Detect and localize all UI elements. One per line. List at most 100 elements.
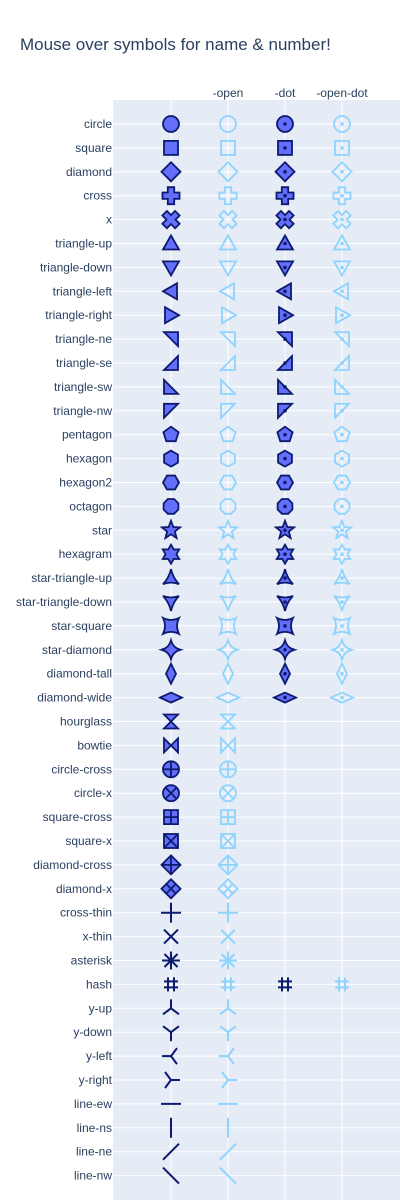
marker-star-square-open-dot[interactable] — [331, 615, 353, 636]
marker-y-up-open[interactable] — [219, 999, 237, 1016]
marker-x-thin-open[interactable] — [220, 928, 236, 945]
marker-star-diamond-filled[interactable] — [158, 636, 184, 663]
marker-diamond-dot[interactable] — [274, 161, 296, 183]
marker-hexagram-open[interactable] — [218, 542, 238, 566]
marker-diamond-cross-filled[interactable] — [160, 854, 182, 876]
marker-triangle-down-open-dot[interactable] — [332, 260, 352, 278]
marker-octagon-open[interactable] — [219, 498, 237, 515]
marker-triangle-right-open[interactable] — [221, 305, 238, 325]
marker-x-dot[interactable] — [275, 209, 295, 230]
marker-star-triangle-down-dot[interactable] — [276, 595, 294, 612]
marker-y-right-filled[interactable] — [164, 1071, 180, 1089]
marker-star-triangle-up-filled[interactable] — [162, 568, 180, 585]
marker-hexagon-open-dot[interactable] — [334, 449, 350, 468]
marker-hexagon2-filled[interactable] — [161, 474, 181, 491]
marker-y-right-open[interactable] — [221, 1071, 237, 1089]
marker-triangle-left-dot[interactable] — [275, 281, 292, 301]
marker-triangle-down-dot[interactable] — [275, 260, 295, 278]
marker-cross-dot[interactable] — [275, 186, 295, 206]
marker-circle-dot[interactable] — [276, 115, 294, 133]
marker-cross-thin-open[interactable] — [218, 902, 238, 923]
marker-diamond-x-filled[interactable] — [160, 878, 182, 900]
marker-circle-open-dot[interactable] — [333, 115, 351, 133]
marker-star-triangle-down-open[interactable] — [219, 595, 237, 612]
marker-triangle-nw-open[interactable] — [220, 402, 238, 420]
marker-line-ne-filled[interactable] — [162, 1142, 180, 1161]
marker-square-dot[interactable] — [277, 139, 293, 156]
marker-square-cross-open[interactable] — [220, 809, 236, 825]
marker-y-down-filled[interactable] — [162, 1025, 180, 1042]
marker-triangle-right-filled[interactable] — [164, 305, 181, 325]
marker-triangle-right-dot[interactable] — [278, 305, 295, 325]
marker-octagon-filled[interactable] — [162, 498, 180, 515]
marker-cross-open-dot[interactable] — [332, 186, 352, 206]
marker-hexagon-dot[interactable] — [277, 449, 293, 468]
marker-square-x-filled[interactable] — [163, 833, 179, 849]
marker-triangle-sw-filled[interactable] — [163, 377, 181, 395]
marker-square-cross-filled[interactable] — [163, 809, 179, 825]
marker-triangle-ne-open-dot[interactable] — [332, 331, 350, 349]
marker-diamond-open[interactable] — [217, 161, 239, 183]
marker-triangle-sw-dot[interactable] — [277, 377, 295, 395]
marker-cross-open[interactable] — [218, 186, 238, 206]
marker-triangle-left-filled[interactable] — [161, 281, 178, 301]
marker-asterisk-filled[interactable] — [162, 951, 180, 970]
marker-diamond-cross-open[interactable] — [217, 854, 239, 876]
marker-diamond-wide-filled[interactable] — [157, 691, 185, 704]
marker-triangle-down-filled[interactable] — [161, 260, 181, 278]
marker-diamond-wide-open[interactable] — [214, 691, 242, 704]
marker-diamond-x-open[interactable] — [217, 878, 239, 900]
marker-triangle-se-open-dot[interactable] — [332, 353, 350, 371]
marker-triangle-up-dot[interactable] — [275, 233, 295, 251]
marker-triangle-right-open-dot[interactable] — [335, 305, 352, 325]
marker-star-open[interactable] — [216, 518, 240, 541]
marker-star-triangle-up-dot[interactable] — [276, 568, 294, 585]
marker-hash-filled[interactable] — [164, 977, 178, 992]
marker-star-triangle-down-filled[interactable] — [162, 595, 180, 612]
marker-star-square-open[interactable] — [217, 615, 239, 636]
marker-square-open-dot[interactable] — [334, 139, 350, 156]
marker-diamond-tall-open[interactable] — [221, 661, 235, 686]
marker-bowtie-open[interactable] — [220, 736, 236, 755]
marker-pentagon-open[interactable] — [219, 425, 237, 443]
marker-diamond-tall-filled[interactable] — [164, 661, 178, 686]
marker-hash-open[interactable] — [221, 977, 235, 992]
marker-hexagram-dot[interactable] — [275, 542, 295, 566]
marker-triangle-left-open-dot[interactable] — [332, 281, 349, 301]
marker-x-thin-filled[interactable] — [163, 928, 179, 945]
marker-triangle-nw-dot[interactable] — [277, 402, 295, 420]
marker-octagon-open-dot[interactable] — [333, 498, 351, 515]
marker-diamond-tall-dot[interactable] — [278, 661, 292, 686]
marker-bowtie-filled[interactable] — [163, 736, 179, 755]
marker-hexagon2-open[interactable] — [218, 474, 238, 491]
marker-y-left-open[interactable] — [219, 1047, 235, 1065]
marker-triangle-down-open[interactable] — [218, 260, 238, 278]
marker-hourglass-open[interactable] — [218, 713, 238, 730]
marker-hexagram-filled[interactable] — [161, 542, 181, 566]
marker-x-open-dot[interactable] — [332, 209, 352, 230]
marker-y-up-filled[interactable] — [162, 999, 180, 1016]
marker-triangle-nw-open-dot[interactable] — [334, 402, 352, 420]
marker-x-open[interactable] — [218, 209, 238, 230]
marker-triangle-left-open[interactable] — [218, 281, 235, 301]
marker-circle-cross-open[interactable] — [219, 760, 237, 779]
marker-hexagon2-dot[interactable] — [275, 474, 295, 491]
marker-triangle-sw-open-dot[interactable] — [334, 377, 352, 395]
marker-hash-open-dot[interactable] — [335, 977, 349, 992]
marker-hourglass-filled[interactable] — [161, 713, 181, 730]
marker-square-x-open[interactable] — [220, 833, 236, 849]
marker-line-ne-open[interactable] — [219, 1142, 237, 1161]
marker-star-diamond-dot[interactable] — [272, 636, 298, 663]
marker-pentagon-dot[interactable] — [276, 425, 294, 443]
marker-star-square-dot[interactable] — [274, 615, 296, 636]
marker-asterisk-open[interactable] — [219, 951, 237, 970]
marker-hexagon2-open-dot[interactable] — [332, 474, 352, 491]
marker-triangle-up-open-dot[interactable] — [332, 233, 352, 251]
marker-triangle-se-dot[interactable] — [275, 353, 293, 371]
marker-triangle-se-open[interactable] — [218, 353, 236, 371]
marker-hexagon-filled[interactable] — [163, 449, 179, 468]
marker-diamond-open-dot[interactable] — [331, 161, 353, 183]
marker-star-diamond-open[interactable] — [215, 636, 241, 663]
marker-octagon-dot[interactable] — [276, 498, 294, 515]
marker-circle-x-filled[interactable] — [162, 784, 180, 803]
